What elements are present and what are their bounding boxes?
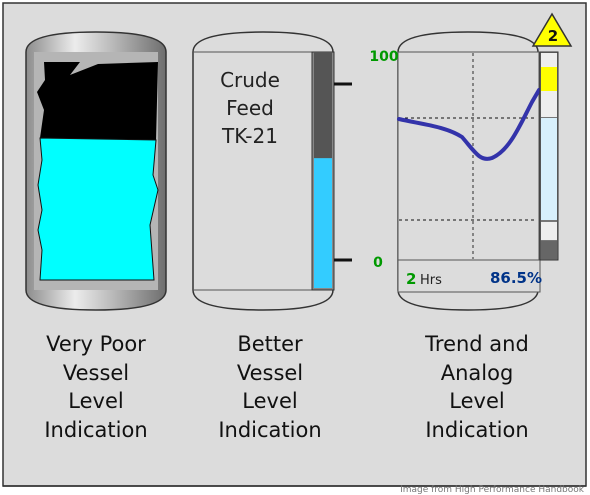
- caption-line: Indication: [44, 417, 148, 442]
- vessel-better: [192, 31, 352, 311]
- image-credit: Image from High Performance Handbook: [400, 485, 584, 495]
- alarm-count: 2: [548, 27, 558, 45]
- caption-line: Level: [242, 389, 298, 413]
- vessel-very-poor: [25, 31, 167, 311]
- caption-line: Indication: [425, 417, 529, 442]
- level-bar-fill: [314, 158, 332, 288]
- time-span-value: 2: [406, 270, 416, 288]
- analog-value: 86.5%: [490, 269, 542, 287]
- caption-line: Better: [237, 332, 303, 356]
- tank-label-line: TK-21: [222, 124, 278, 148]
- caption-very-poor: Very Poor Vessel Level Indication: [21, 330, 171, 444]
- scale-max-label: 100: [369, 49, 398, 65]
- trend-footer: [397, 259, 541, 293]
- liquid-fill: [37, 137, 159, 281]
- vapor-space: [37, 62, 158, 140]
- caption-line: Trend and: [425, 332, 529, 356]
- warning-triangle-icon: [531, 12, 573, 47]
- analog-indicator: [539, 51, 559, 261]
- caption-line: Level: [449, 389, 505, 413]
- time-span-unit: Hrs: [420, 273, 442, 288]
- alarm-indicator[interactable]: 2: [531, 12, 573, 47]
- tank-label-line: Feed: [226, 96, 274, 120]
- caption-line: Vessel: [236, 360, 304, 385]
- analog-normal-zone: [541, 118, 557, 220]
- caption-line: Indication: [218, 417, 322, 442]
- vessel-trend: 2: [397, 12, 573, 311]
- level-bar-empty: [314, 52, 332, 159]
- analog-high-alarm-zone: [541, 67, 557, 91]
- trend-line: [397, 88, 541, 161]
- tank-label-line: Crude: [220, 68, 280, 92]
- scale-min-label: 0: [373, 255, 383, 271]
- tank-label: Crude Feed TK-21: [205, 66, 295, 150]
- trend-area: [397, 51, 540, 261]
- caption-trend: Trend and Analog Level Indication: [392, 330, 562, 444]
- caption-line: Analog: [440, 360, 514, 385]
- caption-line: Level: [68, 389, 124, 413]
- caption-line: Very Poor: [46, 332, 146, 356]
- caption-better: Better Vessel Level Indication: [195, 330, 345, 444]
- caption-line: Vessel: [62, 360, 130, 385]
